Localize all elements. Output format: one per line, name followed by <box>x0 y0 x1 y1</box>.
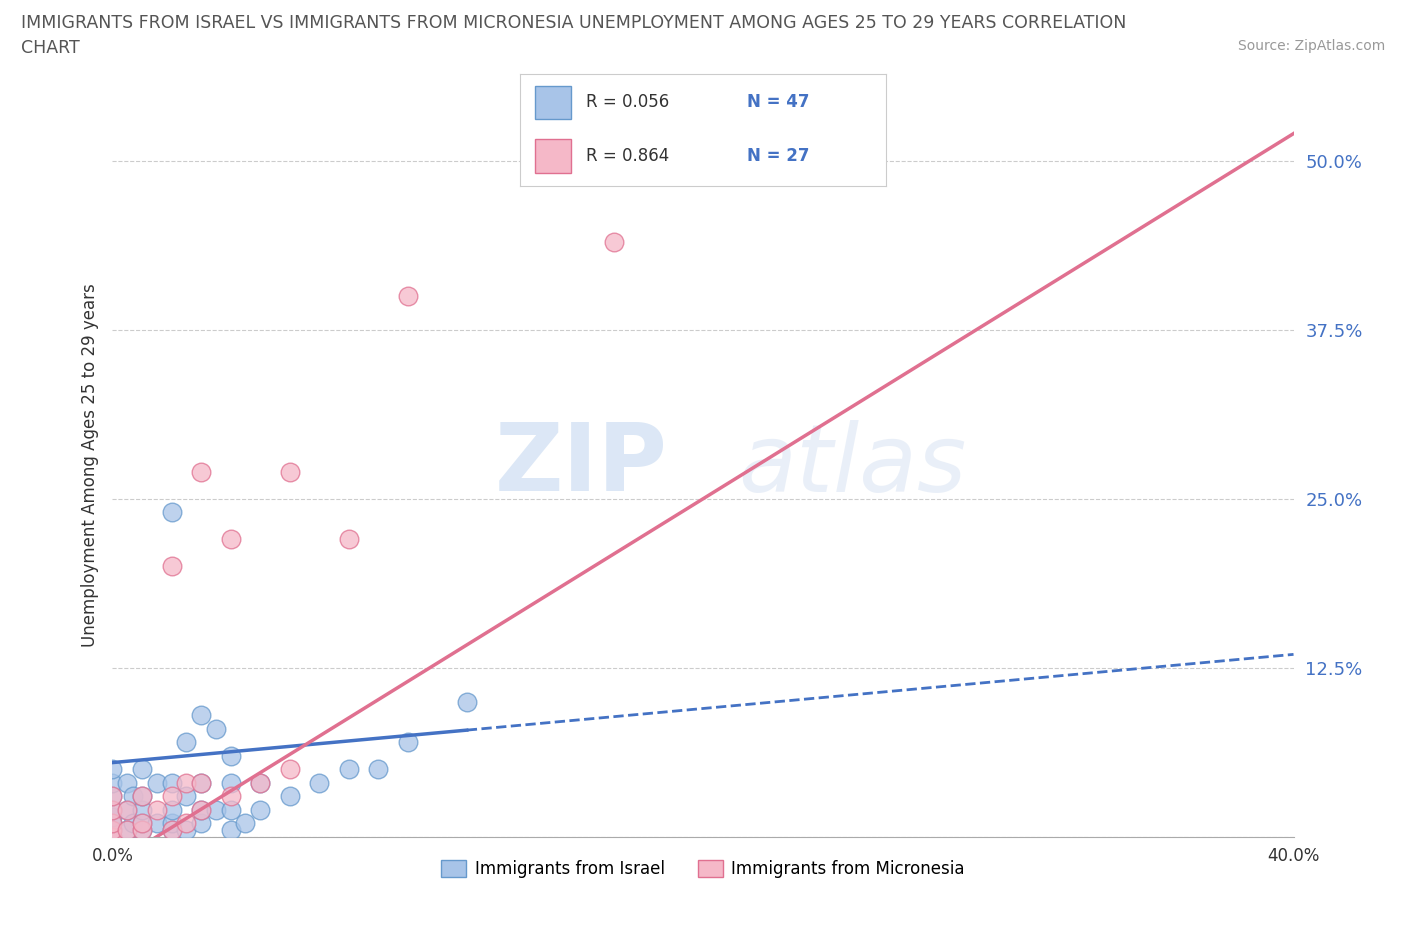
Point <box>190 776 212 790</box>
Text: ZIP: ZIP <box>495 419 668 511</box>
Point <box>190 803 212 817</box>
Point <box>117 803 138 817</box>
Point <box>249 776 271 790</box>
Point <box>131 789 153 804</box>
Point <box>233 816 256 830</box>
Point <box>117 803 138 817</box>
Text: IMMIGRANTS FROM ISRAEL VS IMMIGRANTS FROM MICRONESIA UNEMPLOYMENT AMONG AGES 25 : IMMIGRANTS FROM ISRAEL VS IMMIGRANTS FRO… <box>21 14 1126 32</box>
Point <box>174 776 197 790</box>
Point <box>396 288 419 303</box>
Point <box>456 695 478 710</box>
Point <box>101 803 124 817</box>
Point <box>131 823 153 838</box>
Point <box>396 735 419 750</box>
Point <box>122 816 145 830</box>
Point <box>146 776 169 790</box>
Text: R = 0.056: R = 0.056 <box>586 93 669 112</box>
Point <box>101 830 124 844</box>
Point <box>160 823 183 838</box>
Text: R = 0.864: R = 0.864 <box>586 147 669 165</box>
Point <box>101 823 124 838</box>
Point <box>101 789 124 804</box>
FancyBboxPatch shape <box>534 86 571 119</box>
Point <box>160 803 183 817</box>
Point <box>131 762 153 777</box>
Point <box>219 803 242 817</box>
Point <box>219 789 242 804</box>
Point <box>205 722 228 737</box>
Point <box>160 776 183 790</box>
Point <box>160 816 183 830</box>
Point <box>101 816 124 830</box>
Point <box>122 789 145 804</box>
Text: atlas: atlas <box>738 419 967 511</box>
Point <box>101 762 124 777</box>
Point <box>190 803 212 817</box>
Point <box>101 823 124 838</box>
Y-axis label: Unemployment Among Ages 25 to 29 years: Unemployment Among Ages 25 to 29 years <box>80 283 98 647</box>
Point <box>603 234 626 249</box>
Point <box>337 762 360 777</box>
Text: Source: ZipAtlas.com: Source: ZipAtlas.com <box>1237 39 1385 53</box>
Point <box>101 776 124 790</box>
Text: N = 47: N = 47 <box>747 93 810 112</box>
Point <box>131 789 153 804</box>
Point <box>219 749 242 764</box>
Point <box>101 809 124 824</box>
Point <box>190 708 212 723</box>
Text: N = 27: N = 27 <box>747 147 810 165</box>
Point <box>131 803 153 817</box>
Point <box>160 505 183 520</box>
Legend: Immigrants from Israel, Immigrants from Micronesia: Immigrants from Israel, Immigrants from … <box>434 853 972 884</box>
Point <box>219 776 242 790</box>
Point <box>190 464 212 479</box>
Point <box>174 823 197 838</box>
Point <box>146 803 169 817</box>
Point <box>249 803 271 817</box>
Point <box>219 532 242 547</box>
Point <box>117 823 138 838</box>
Point <box>278 762 301 777</box>
Point <box>131 816 153 830</box>
Point <box>160 789 183 804</box>
Point <box>160 559 183 574</box>
Point <box>174 789 197 804</box>
Point <box>131 823 153 838</box>
FancyBboxPatch shape <box>534 140 571 173</box>
Point <box>190 816 212 830</box>
Point <box>205 803 228 817</box>
Point <box>160 823 183 838</box>
Point <box>131 816 153 830</box>
Point <box>101 803 124 817</box>
Point <box>308 776 330 790</box>
Point <box>278 789 301 804</box>
Text: CHART: CHART <box>21 39 80 57</box>
Point <box>278 464 301 479</box>
Point <box>249 776 271 790</box>
Point <box>174 816 197 830</box>
Point <box>367 762 389 777</box>
Point <box>219 823 242 838</box>
Point <box>117 776 138 790</box>
Point <box>117 823 138 838</box>
Point <box>190 776 212 790</box>
Point <box>174 735 197 750</box>
Point <box>101 816 124 830</box>
Point <box>101 789 124 804</box>
Point <box>101 830 124 844</box>
Point <box>146 816 169 830</box>
Point <box>337 532 360 547</box>
